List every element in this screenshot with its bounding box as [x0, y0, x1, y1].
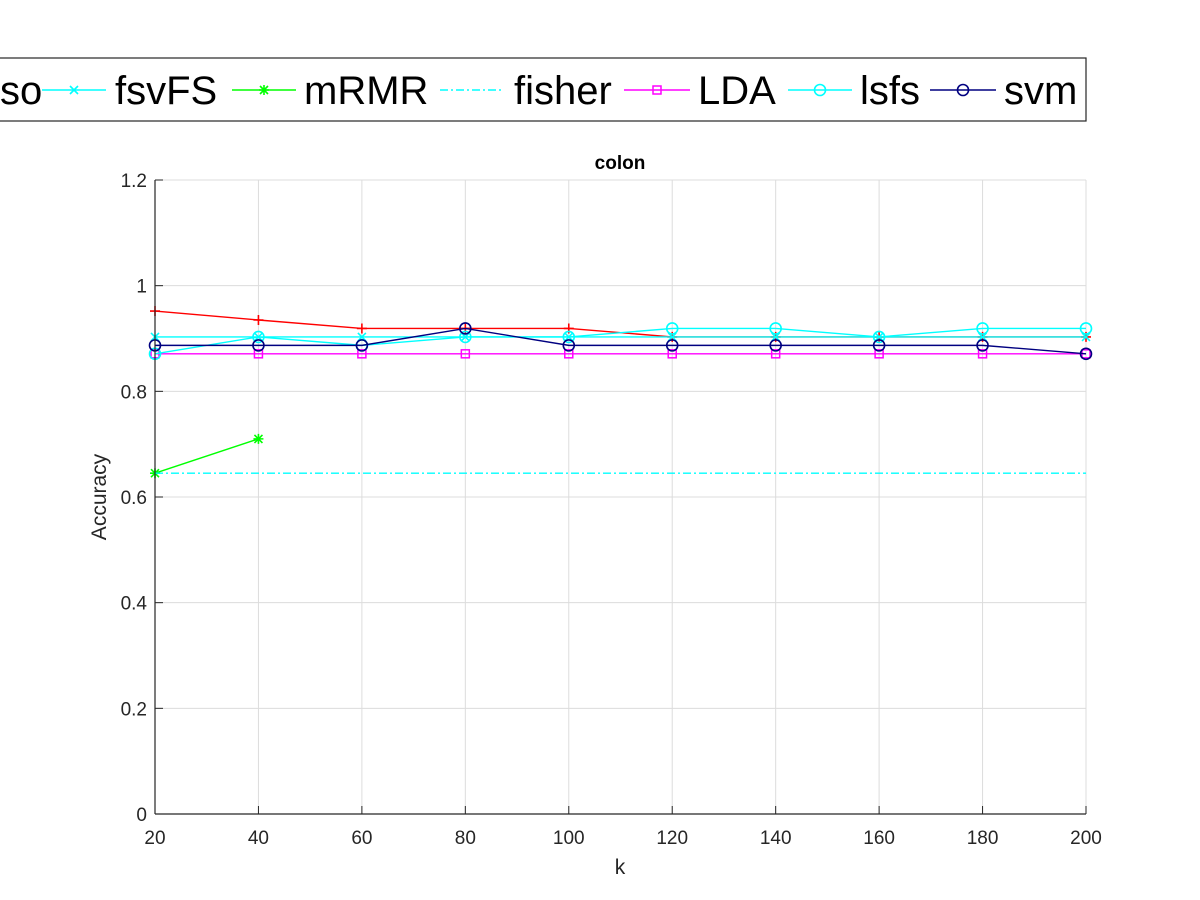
- legend: so fsvFS mRMR fisher LDA lsfs svm: [0, 57, 1087, 122]
- legend-label: lsfs: [860, 69, 920, 113]
- tick-labels: 20 40 60 80 100 120 140 160 180 200 0 0.2 0.4 0.6 0.8 1…: [121, 171, 1102, 849]
- data-point-lsfs: [769, 322, 782, 335]
- x-tick-label: 20: [144, 828, 165, 849]
- data-point-lsfs: [872, 330, 886, 344]
- data-point-mRMR: [253, 433, 264, 444]
- series-line-svm: [155, 327, 1087, 355]
- data-point-svm: [665, 339, 679, 352]
- data-point-fsvFS: [357, 332, 367, 342]
- data-point-svm: [976, 339, 989, 352]
- legend-marker: [259, 85, 269, 95]
- data-point-LDA: [253, 349, 264, 359]
- legend-marker: [652, 85, 662, 95]
- data-point-svm: [872, 339, 886, 352]
- y-tick-label: 1.2: [121, 171, 147, 192]
- data-point-so: [253, 315, 264, 326]
- data-point-LDA: [874, 349, 884, 359]
- data-point-so: [356, 323, 367, 334]
- x-tick-label: 40: [248, 828, 269, 849]
- data-point-LDA: [977, 349, 988, 359]
- data-point-svm: [252, 339, 265, 352]
- y-axis-label: Accuracy: [88, 453, 111, 540]
- data-point-LDA: [460, 349, 471, 359]
- data-point-svm: [1079, 347, 1093, 361]
- data-point-fsvFS: [771, 332, 781, 342]
- legend-item-lsfs: lsfs: [788, 69, 920, 113]
- legend-label: LDA: [698, 69, 776, 113]
- x-tick-label: 120: [656, 828, 688, 849]
- legend-label: fsvFS: [115, 69, 217, 113]
- legend-item-so: so: [0, 69, 42, 113]
- legend-item-LDA: LDA: [624, 69, 776, 113]
- data-point-svm: [769, 339, 782, 352]
- y-tick-label: 0: [136, 805, 147, 826]
- data-point-lsfs: [459, 330, 472, 344]
- legend-item-svm: svm: [930, 69, 1077, 113]
- series-line-lsfs: [154, 327, 1086, 355]
- series-svm: [148, 322, 1093, 361]
- legend-label: so: [0, 69, 42, 113]
- y-tick-label: 0.8: [121, 382, 147, 403]
- legend-marker: [69, 85, 79, 95]
- axes: [154, 179, 1087, 815]
- x-axis-label: k: [615, 856, 626, 879]
- legend-frame: [0, 57, 1087, 122]
- x-tick-label: 140: [760, 828, 792, 849]
- x-tick-label: 200: [1070, 828, 1102, 849]
- y-tick-label: 0.2: [121, 699, 147, 720]
- legend-marker: [956, 83, 970, 97]
- x-tick-label: 80: [455, 828, 476, 849]
- x-tick-label: 180: [967, 828, 999, 849]
- data-point-LDA: [357, 349, 367, 359]
- data-point-lsfs: [252, 330, 265, 344]
- y-tick-label: 0.6: [121, 488, 147, 509]
- data-point-svm: [459, 322, 472, 335]
- grid: [155, 179, 1087, 814]
- data-point-lsfs: [976, 322, 989, 335]
- legend-label: svm: [1004, 69, 1077, 113]
- data-point-lsfs: [562, 330, 576, 344]
- chart-title: colon: [595, 153, 646, 174]
- data-point-svm: [355, 339, 369, 352]
- legend-item-fsvFS: fsvFS: [42, 69, 217, 113]
- series-lsfs: [148, 322, 1093, 361]
- series-line-mRMR: [154, 438, 259, 474]
- legend-item-mRMR: mRMR: [232, 69, 428, 113]
- data-point-svm: [562, 339, 576, 352]
- data-point-lsfs: [1079, 322, 1093, 335]
- x-tick-label: 100: [553, 828, 585, 849]
- data-point-lsfs: [665, 322, 679, 335]
- legend-item-fisher: fisher: [440, 69, 612, 113]
- data-point-LDA: [770, 349, 781, 359]
- legend-label: mRMR: [304, 69, 428, 113]
- series-layer: [148, 306, 1093, 479]
- data-point-LDA: [667, 349, 677, 359]
- legend-label: fisher: [514, 69, 612, 113]
- data-point-fsvFS: [977, 332, 988, 342]
- y-tick-label: 0.4: [121, 594, 148, 615]
- data-point-fsvFS: [667, 332, 677, 342]
- x-tick-label: 60: [351, 828, 372, 849]
- data-point-fsvFS: [1081, 332, 1091, 342]
- series-LDA: [150, 349, 1091, 359]
- y-tick-label: 1: [136, 277, 147, 298]
- legend-marker: [813, 83, 827, 97]
- data-point-LDA: [564, 349, 574, 359]
- x-tick-label: 160: [863, 828, 895, 849]
